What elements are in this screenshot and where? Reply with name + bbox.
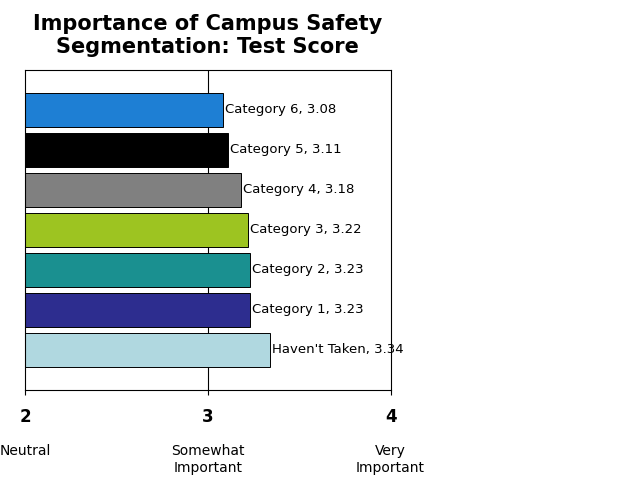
Text: Category 3, 3.22: Category 3, 3.22 — [250, 224, 362, 236]
Title: Importance of Campus Safety
Segmentation: Test Score: Importance of Campus Safety Segmentation… — [33, 14, 382, 58]
Text: Category 2, 3.23: Category 2, 3.23 — [252, 264, 364, 276]
Text: Category 5, 3.11: Category 5, 3.11 — [230, 144, 342, 156]
Text: 4: 4 — [385, 408, 396, 426]
Bar — [25, 213, 248, 247]
Text: Category 6, 3.08: Category 6, 3.08 — [225, 104, 336, 117]
Bar — [25, 253, 250, 287]
Bar — [25, 293, 250, 327]
Text: 3: 3 — [202, 408, 214, 426]
Text: Category 4, 3.18: Category 4, 3.18 — [243, 184, 354, 196]
Text: Haven't Taken, 3.34: Haven't Taken, 3.34 — [272, 344, 404, 356]
Text: Very
Important: Very Important — [356, 444, 425, 474]
Text: Somewhat
Important: Somewhat Important — [171, 444, 244, 474]
Bar — [25, 333, 270, 367]
Bar — [25, 133, 228, 167]
Bar — [25, 93, 222, 127]
Text: Neutral: Neutral — [0, 444, 51, 458]
Text: 2: 2 — [20, 408, 31, 426]
Text: Category 1, 3.23: Category 1, 3.23 — [252, 304, 364, 316]
Bar — [25, 173, 241, 207]
